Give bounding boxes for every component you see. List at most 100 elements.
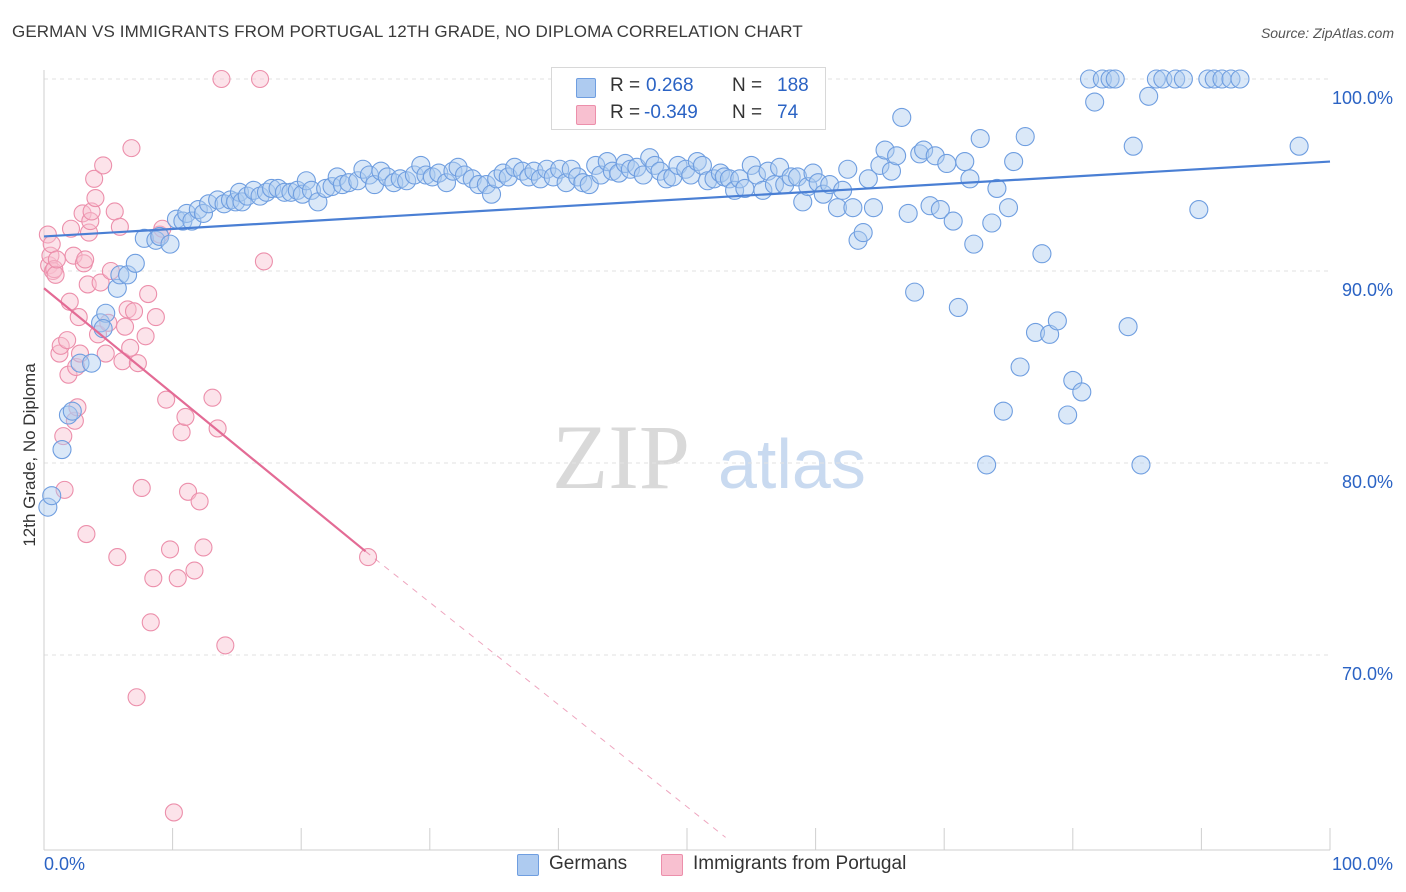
germans-point	[741, 155, 761, 175]
portugal-point	[164, 803, 183, 822]
germans-point	[843, 198, 863, 218]
germans-point	[397, 171, 417, 191]
portugal-point	[108, 548, 127, 567]
germans-point	[910, 144, 930, 164]
germans-point	[1123, 136, 1143, 156]
portugal-point	[168, 569, 187, 588]
legend-row-portugal: R = -0.349 N = 74	[552, 101, 825, 127]
portugal-point	[178, 482, 198, 501]
portugal-point	[58, 331, 77, 350]
germans-point	[188, 200, 208, 220]
germans-point	[803, 163, 823, 183]
germans-point	[134, 228, 154, 248]
germans-point	[1100, 69, 1120, 89]
germans-point	[481, 184, 502, 204]
portugal-point	[250, 69, 270, 89]
portugal-trend-line	[365, 550, 726, 838]
germans-point	[609, 163, 629, 183]
germans-point	[1118, 317, 1138, 337]
germans-point	[987, 178, 1007, 198]
germans-point	[960, 169, 980, 189]
n-label: N =	[732, 75, 763, 96]
germans-point	[226, 192, 246, 212]
germans-point	[429, 163, 449, 183]
germans-point	[332, 175, 352, 195]
portugal-point	[124, 302, 144, 321]
germans-r-value: 0.268	[646, 75, 694, 96]
germans-point	[1025, 322, 1046, 342]
germans-point	[719, 169, 739, 189]
portugal-point	[54, 427, 73, 446]
germans-point	[390, 169, 410, 189]
portugal-point	[160, 540, 180, 559]
portugal-point	[216, 636, 235, 655]
germans-point	[892, 107, 912, 127]
germans-legend-swatch	[517, 854, 539, 876]
portugal-point	[144, 569, 163, 588]
y-tick-label: 80.0%	[1342, 472, 1393, 492]
germans-point	[863, 198, 884, 218]
germans-point	[788, 167, 808, 187]
portugal-point	[190, 492, 209, 511]
n-label: N =	[732, 102, 763, 123]
germans-point	[710, 163, 730, 183]
germans-point	[543, 167, 563, 187]
germans-point	[656, 169, 676, 189]
germans-point	[1166, 69, 1186, 89]
portugal-point	[121, 338, 140, 357]
germans-point	[977, 455, 997, 475]
germans-point	[937, 153, 957, 174]
portugal-point	[212, 69, 231, 89]
portugal-point	[81, 212, 100, 231]
germans-point	[1131, 455, 1151, 475]
portugal-trend-line	[43, 287, 367, 553]
germans-point	[1173, 69, 1193, 89]
germans-point	[498, 167, 518, 187]
germans-point	[1146, 69, 1166, 89]
portugal-point	[127, 688, 146, 707]
portugal-point	[254, 252, 273, 271]
germans-point	[964, 234, 984, 254]
germans-point	[125, 253, 145, 273]
portugal-point	[122, 139, 141, 158]
portugal-point	[47, 250, 66, 269]
germans-point	[568, 167, 588, 187]
germans-point	[955, 152, 975, 172]
x-tick-label: 100.0%	[1332, 854, 1393, 874]
portugal-point	[64, 246, 83, 265]
germans-point	[519, 167, 539, 187]
portugal-point	[194, 538, 213, 557]
germans-point	[42, 486, 62, 506]
portugal-point	[157, 390, 176, 409]
r-label: R =	[610, 75, 641, 96]
germans-point	[118, 265, 138, 285]
germans-point	[1230, 69, 1250, 89]
portugal-point	[141, 613, 160, 632]
germans-point	[881, 161, 902, 181]
germans-point	[476, 175, 496, 195]
portugal-point	[46, 265, 65, 284]
germans-point	[1032, 244, 1052, 264]
portugal-point	[76, 250, 95, 269]
germans-point	[943, 211, 963, 231]
germans-point	[70, 353, 90, 373]
germans-point	[1085, 92, 1105, 112]
portugal-n-value: 74	[777, 102, 799, 123]
germans-point	[687, 152, 707, 172]
germans-point	[96, 303, 116, 323]
portugal-point	[136, 327, 155, 346]
germans-point	[38, 497, 58, 517]
germans-point	[930, 200, 950, 220]
correlation-legend: R = 0.268 N = 188 R = -0.349 N = 74	[551, 67, 826, 130]
germans-point	[838, 159, 858, 179]
portugal-point	[86, 188, 105, 208]
germans-point	[920, 196, 940, 216]
germans-point	[1072, 382, 1092, 402]
germans-point	[146, 230, 166, 250]
germans-point	[561, 159, 581, 179]
germans-point	[281, 182, 301, 202]
germans-swatch	[576, 78, 596, 98]
r-label: R =	[610, 102, 641, 123]
germans-point	[262, 178, 282, 198]
germans-point	[620, 159, 640, 179]
